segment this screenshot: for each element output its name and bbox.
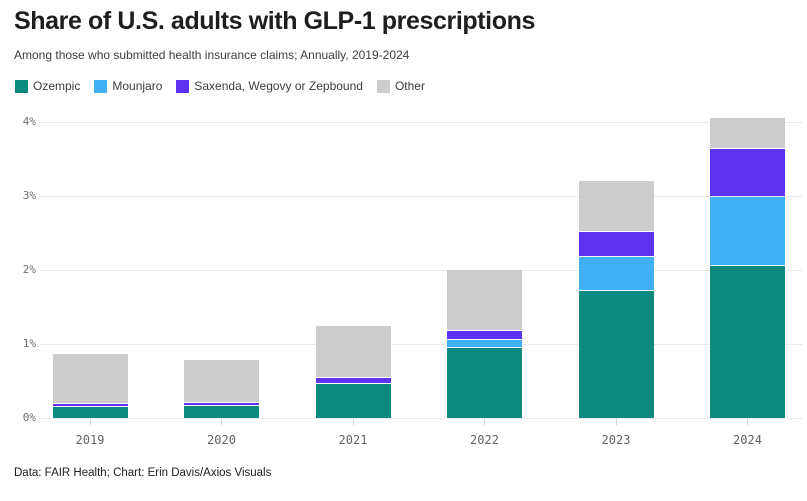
gridline-2pct (40, 269, 802, 271)
legend-label-mounjaro: Mounjaro (112, 79, 163, 93)
chart-title: Share of U.S. adults with GLP-1 prescrip… (14, 7, 535, 35)
x-axis-tick-2019 (89, 419, 91, 425)
legend-label-saxenda-wegovy-or-zepbound: Saxenda, Wegovy or Zepbound (194, 79, 363, 93)
y-axis-label-2pct: 2% (22, 263, 36, 276)
y-axis-label-1pct: 1% (22, 337, 36, 350)
x-axis-tick-2020 (221, 419, 222, 425)
x-axis-label-2020: 2020 (207, 433, 236, 447)
x-axis-tick-2022 (484, 419, 485, 425)
bar-2022-segment-mounjaro (447, 340, 522, 348)
legend-item-saxenda-wegovy-or-zepbound: Saxenda, Wegovy or Zepbound (176, 79, 363, 93)
gridline-0pct (40, 417, 802, 419)
bar-2023-segment-saxenda-wegovy-or-zepbound (578, 232, 654, 257)
x-axis-label-2024: 2024 (733, 433, 762, 447)
gridline-1pct (40, 343, 802, 345)
x-axis-tick-2024 (747, 419, 748, 425)
x-axis-label-2019: 2019 (75, 433, 105, 447)
bar-2022-segment-saxenda-wegovy-or-zepbound (447, 330, 522, 340)
y-axis-label-3pct: 3% (22, 189, 36, 202)
gridline-4pct (40, 121, 802, 123)
gridline-3pct (40, 195, 802, 197)
bar-2022-segment-other (447, 270, 522, 330)
bar-2023-segment-other (578, 181, 654, 232)
y-axis-label-4pct: 4% (22, 115, 36, 128)
legend-label-other: Other (394, 79, 425, 93)
y-axis-label-0pct: 0% (22, 411, 36, 424)
bar-2024-segment-saxenda-wegovy-or-zepbound (710, 148, 785, 197)
legend: Ozempic Mounjaro Saxenda, Wegovy or Zepbou… (15, 79, 425, 93)
legend-swatch-mounjaro (94, 79, 108, 93)
bar-2020-segment-saxenda-wegovy-or-zepbound (184, 403, 259, 406)
x-axis-tick-2021 (352, 419, 354, 425)
legend-swatch-saxenda-wegovy-or-zepbound (176, 79, 190, 93)
bar-2019-segment-ozempic (52, 406, 128, 418)
legend-item-ozempic: Ozempic (15, 79, 80, 93)
bar-2021-segment-ozempic (315, 383, 391, 418)
bar-2023-segment-mounjaro (578, 257, 654, 290)
x-axis-label-2023: 2023 (601, 433, 631, 447)
bar-2022-segment-ozempic (447, 348, 522, 418)
x-axis-tick-2023 (615, 419, 617, 425)
legend-swatch-ozempic (15, 79, 28, 93)
bar-2021-segment-other (315, 326, 391, 378)
bar-2020-segment-other (184, 359, 259, 403)
x-axis-label-2021: 2021 (338, 433, 368, 447)
bar-2023-segment-ozempic (578, 290, 654, 418)
legend-swatch-other (376, 79, 390, 93)
source-credit: Data: FAIR Health; Chart: Erin Davis/Axi… (14, 467, 272, 479)
legend-item-mounjaro: Mounjaro (94, 79, 162, 93)
bar-2021-segment-saxenda-wegovy-or-zepbound (315, 378, 391, 383)
legend-item-other: Other (376, 79, 425, 93)
bar-2020-segment-ozempic (184, 406, 259, 418)
bar-2019-segment-other (52, 353, 128, 403)
legend-label-ozempic: Ozempic (33, 79, 81, 93)
bar-2024-segment-ozempic (710, 265, 785, 418)
x-axis-label-2022: 2022 (470, 433, 499, 447)
bar-2024-segment-other (710, 118, 785, 148)
bar-2019-segment-saxenda-wegovy-or-zepbound (52, 403, 128, 406)
bar-2024-segment-mounjaro (710, 197, 785, 265)
chart-subtitle: Among those who submitted health insuran… (14, 48, 410, 62)
